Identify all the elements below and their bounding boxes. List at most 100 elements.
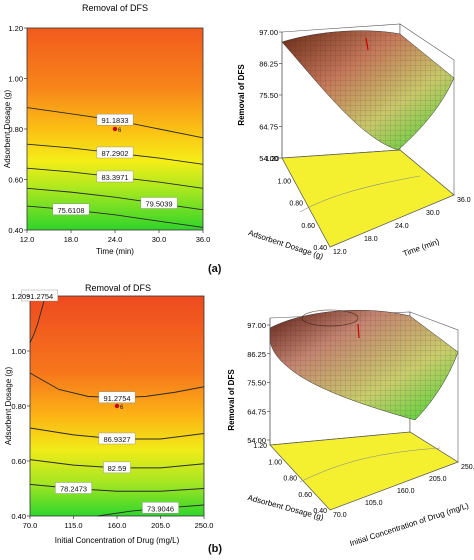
contour-label-box <box>96 146 134 159</box>
y-tick-label: 0.60 <box>301 223 315 230</box>
x-tick-label: 205.0 <box>151 521 170 530</box>
x-tick-label: 205.0 <box>429 476 447 483</box>
contour-label: 91.1833 <box>101 116 128 125</box>
contour-b-x-ticks: 70.0 115.0 160.0 205.0 250.0 <box>23 516 214 530</box>
contour-b-design-point: 6 <box>114 403 124 411</box>
contour-a-xlabel: Time (min) <box>96 247 134 256</box>
contour-label-box <box>98 391 136 403</box>
contour-label: 82.59 <box>108 464 127 473</box>
x-tick-label: 24.0 <box>395 223 409 230</box>
z-tick-label: 54.00 <box>247 436 266 445</box>
surface-a-z-ticks: 97.00 86.25 75.50 64.75 54.00 <box>259 28 282 163</box>
y-tick-label: 0.80 <box>11 402 26 411</box>
contour-a-title: Removal of DFS <box>82 3 148 13</box>
surface-b-xlabel: Initial Concentration of Drug (mg/L) <box>349 501 471 548</box>
contour-label-box <box>21 289 58 302</box>
z-tick-label: 75.50 <box>259 91 278 100</box>
z-tick-label: 97.00 <box>259 28 278 37</box>
surface-a-floor-curve <box>299 175 421 213</box>
contour-label-box <box>96 170 134 183</box>
x-tick-label: 115.0 <box>64 521 82 530</box>
surface-a-x-ticks: 12.0 18.0 24.0 30.0 36.0 <box>333 197 471 256</box>
y-tick-label: 1.00 <box>11 347 26 356</box>
z-tick-label: 86.25 <box>259 60 278 69</box>
x-tick-label: 18.0 <box>364 236 378 243</box>
y-tick-label: 0.40 <box>313 245 327 252</box>
y-tick-label: 0.80 <box>289 201 303 208</box>
contour-label: 87.2902 <box>101 149 128 158</box>
y-tick-label: 0.40 <box>313 508 327 515</box>
contour-label-box <box>140 197 178 209</box>
surface-a-y-ticks: 0.40 0.60 0.80 1.00 1.20 <box>265 156 327 252</box>
x-tick-label: 12.0 <box>333 249 347 256</box>
contour-a-design-point: 6 <box>112 126 122 134</box>
surface-b-floor <box>269 431 459 511</box>
contour-line <box>29 295 46 343</box>
contour-a-y-ticks: 0.40 0.60 0.80 1.00 1.20 <box>8 24 27 235</box>
x-tick-label: 12.0 <box>20 235 35 244</box>
x-tick-label: 18.0 <box>64 235 79 244</box>
contour-label: 75.6108 <box>57 206 84 215</box>
contour-b-y-ticks: 0.40 0.60 0.80 1.00 1.20 <box>11 292 30 521</box>
contour-a-x-ticks: 12.0 18.0 24.0 30.0 36.0 <box>20 230 211 244</box>
x-tick-label: 160.0 <box>108 521 127 530</box>
contour-label-box <box>55 482 92 494</box>
contour-label-box <box>98 432 136 445</box>
z-tick-label: 64.75 <box>259 123 278 132</box>
y-tick-label: 1.20 <box>8 24 23 33</box>
z-tick-label: 86.25 <box>247 350 266 359</box>
y-tick-label: 1.00 <box>8 75 23 84</box>
x-tick-label: 250.0 <box>195 521 214 530</box>
contour-b-xlabel: Initial Concentration of Drug (mg/L) <box>55 536 180 545</box>
z-tick-label: 75.50 <box>247 379 266 388</box>
z-tick-label: 64.75 <box>247 407 266 416</box>
surface-a-xlabel: Time (min) <box>402 237 441 259</box>
contour-label: 79.5039 <box>145 199 172 208</box>
x-tick-label: 250.0 <box>461 464 474 471</box>
contour-b-ylabel: Adsorbent Dosage (g) <box>4 367 13 446</box>
z-tick-label: 54.00 <box>259 154 278 163</box>
y-tick-label: 0.40 <box>11 512 26 521</box>
x-tick-label: 160.0 <box>397 488 415 495</box>
x-tick-label: 36.0 <box>457 197 471 204</box>
contour-label: 83.3971 <box>101 173 128 182</box>
x-tick-label: 105.0 <box>365 500 383 507</box>
contour-label-box <box>96 113 134 126</box>
contour-a-ylabel: Adsorbent Dosage (g) <box>3 90 12 169</box>
contour-label-box <box>103 461 131 474</box>
design-point-marker <box>112 126 118 132</box>
contour-label: 91.2754 <box>26 292 53 301</box>
surface-b-y-ticks: 0.40 0.60 0.80 1.00 1.20 <box>253 443 327 515</box>
design-point-label: 6 <box>118 128 122 134</box>
x-tick-label: 36.0 <box>196 235 211 244</box>
contour-label: 78.2473 <box>60 485 87 494</box>
contour-label: 86.9327 <box>103 435 130 444</box>
surface-a-zlabel: Removal of DFS <box>237 64 246 126</box>
contour-label-box <box>52 203 90 216</box>
contour-b-labels: 91.2754 91.2754 86.9327 82.59 78.2473 73.9046 <box>21 289 179 514</box>
contour-b-title: Removal of DFS <box>85 283 151 293</box>
x-tick-label: 24.0 <box>108 235 123 244</box>
y-tick-label: 0.80 <box>8 125 23 134</box>
contour-a-labels: 91.1833 87.2902 83.3971 79.5039 75.6108 <box>52 113 178 216</box>
design-point-marker <box>114 403 120 409</box>
x-tick-label: 70.0 <box>23 521 38 530</box>
x-tick-label: 30.0 <box>152 235 167 244</box>
contour-label-box <box>142 502 179 514</box>
caption-a: (a) <box>208 263 222 275</box>
surface-b-floor-curve <box>299 447 441 483</box>
y-tick-label: 0.60 <box>11 457 26 466</box>
y-tick-label: 0.60 <box>8 176 23 185</box>
surface-b <box>269 309 459 511</box>
design-point-label: 6 <box>120 405 124 411</box>
contour-label: 73.9046 <box>147 504 174 513</box>
caption-b: (b) <box>208 543 223 555</box>
surface-b-z-ticks: 97.00 86.25 75.50 64.75 54.00 <box>247 321 270 445</box>
surface-a <box>281 23 455 248</box>
y-tick-label: 1.20 <box>11 292 26 301</box>
z-tick-label: 97.00 <box>247 321 266 330</box>
y-tick-label: 1.00 <box>268 459 282 466</box>
x-tick-label: 70.0 <box>333 512 347 519</box>
y-tick-label: 1.20 <box>253 443 267 450</box>
